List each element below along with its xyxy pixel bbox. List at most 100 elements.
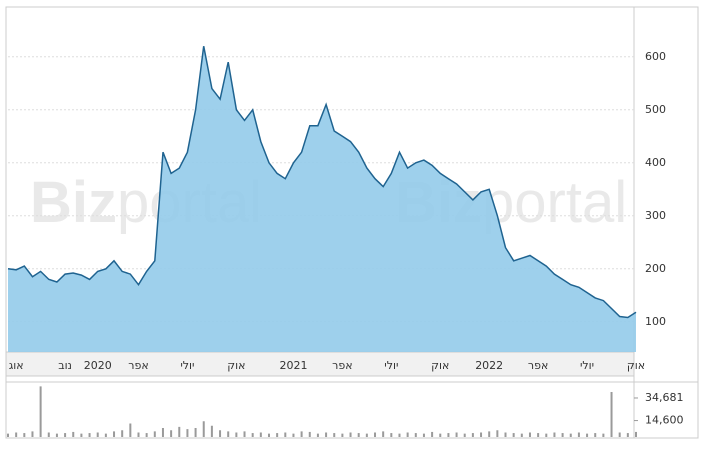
- x-tick-label: יולי: [384, 359, 398, 372]
- x-tick-label: אפר: [128, 359, 148, 372]
- volume-bar: [23, 433, 26, 437]
- volume-bar: [545, 433, 548, 437]
- volume-bar: [64, 433, 67, 437]
- x-tick-label: יולי: [580, 359, 594, 372]
- volume-bar: [104, 433, 107, 437]
- price-line: [7, 46, 637, 319]
- volume-bar: [512, 433, 515, 437]
- volume-bar: [626, 433, 629, 437]
- volume-bar: [439, 433, 442, 437]
- volume-bar: [422, 433, 425, 437]
- volume-bar: [537, 433, 540, 437]
- volume-bar: [374, 432, 377, 437]
- volume-bar: [463, 433, 466, 437]
- volume-bar: [210, 425, 213, 437]
- y2-tick-label: 14,600: [645, 414, 684, 427]
- volume-bar: [243, 431, 246, 437]
- x-tick-label: נוב: [58, 359, 72, 372]
- volume-bar: [561, 433, 564, 437]
- volume-bar: [284, 432, 287, 437]
- volume-bar: [414, 433, 417, 437]
- x-tick-label: יולי: [180, 359, 194, 372]
- volume-bar: [382, 431, 385, 437]
- volume-bar: [15, 432, 18, 437]
- volume-bar: [398, 433, 401, 437]
- volume-bar: [496, 430, 499, 437]
- volume-bar: [553, 432, 556, 437]
- x-tick-label: 2022: [475, 359, 503, 372]
- volume-bar: [333, 433, 336, 437]
- volume-bar: [635, 431, 637, 437]
- x-axis-band: [5, 351, 635, 377]
- volume-bar: [7, 433, 9, 437]
- volume-bar: [267, 433, 270, 437]
- volume-bar: [455, 432, 458, 437]
- volume-bar: [586, 433, 589, 437]
- volume-bar: [610, 392, 613, 437]
- volume-bar: [219, 430, 222, 437]
- y-tick-label: 400: [645, 156, 666, 169]
- x-tick-label: אפר: [528, 359, 548, 372]
- watermark-part: Biz: [30, 170, 117, 235]
- volume-bar: [235, 432, 238, 437]
- y-tick-label: 600: [645, 50, 666, 63]
- y-tick-label: 200: [645, 262, 666, 275]
- y-tick-label: 500: [645, 103, 666, 116]
- volume-bar: [594, 433, 597, 437]
- y2-tick-label: 34,681: [645, 391, 684, 404]
- x-tick-label: אפר: [332, 359, 352, 372]
- volume-bar: [153, 431, 156, 437]
- y-tick-label: 300: [645, 209, 666, 222]
- volume-bar: [39, 386, 42, 437]
- volume-bar: [88, 433, 91, 437]
- volume-bar: [308, 431, 311, 437]
- x-tick-label: אוק: [227, 359, 245, 372]
- volume-bar: [349, 432, 352, 437]
- volume-bar: [480, 432, 483, 437]
- volume-bar: [121, 430, 124, 437]
- volume-bar: [276, 433, 279, 437]
- volume-bar: [292, 433, 295, 437]
- volume-bar: [357, 433, 360, 437]
- volume-bar: [178, 426, 181, 437]
- x-tick-label: אוג: [9, 359, 24, 372]
- volume-bar: [316, 433, 319, 437]
- volume-bar: [618, 432, 621, 437]
- volume-bar: [602, 433, 605, 437]
- volume-bar: [161, 428, 164, 437]
- volume-bar: [227, 431, 230, 437]
- volume-bar: [170, 430, 173, 437]
- volume-bar: [569, 433, 572, 437]
- volume-bar: [488, 431, 491, 437]
- volume-bar: [96, 432, 99, 437]
- volume-bar: [471, 433, 474, 437]
- volume-bar: [259, 432, 262, 437]
- volume-bar: [447, 433, 450, 437]
- volume-bar: [145, 433, 148, 437]
- volume-bar: [113, 431, 116, 437]
- x-tick-label: אוק: [431, 359, 449, 372]
- volume-bar: [55, 433, 58, 437]
- volume-bar: [186, 429, 189, 437]
- volume-bar: [137, 432, 140, 437]
- watermark-part: portal: [482, 170, 627, 235]
- volume-bar: [365, 433, 368, 437]
- volume-bar: [431, 431, 434, 437]
- volume-bar: [80, 433, 83, 437]
- volume-bar: [504, 432, 507, 437]
- x-tick-label: 2020: [84, 359, 112, 372]
- price-area: [8, 46, 636, 352]
- volume-bar: [406, 432, 409, 437]
- volume-bar: [325, 432, 328, 437]
- volume-bar: [202, 421, 205, 437]
- volume-bar: [251, 433, 254, 437]
- volume-bar: [528, 432, 531, 437]
- volume-bar: [520, 433, 523, 437]
- x-tick-label: 2021: [279, 359, 307, 372]
- volume-bar: [300, 431, 303, 437]
- x-tick-label: אוק: [627, 359, 645, 372]
- volume-bar: [390, 433, 393, 437]
- volume-bar: [577, 432, 580, 437]
- volume-bar: [47, 432, 50, 437]
